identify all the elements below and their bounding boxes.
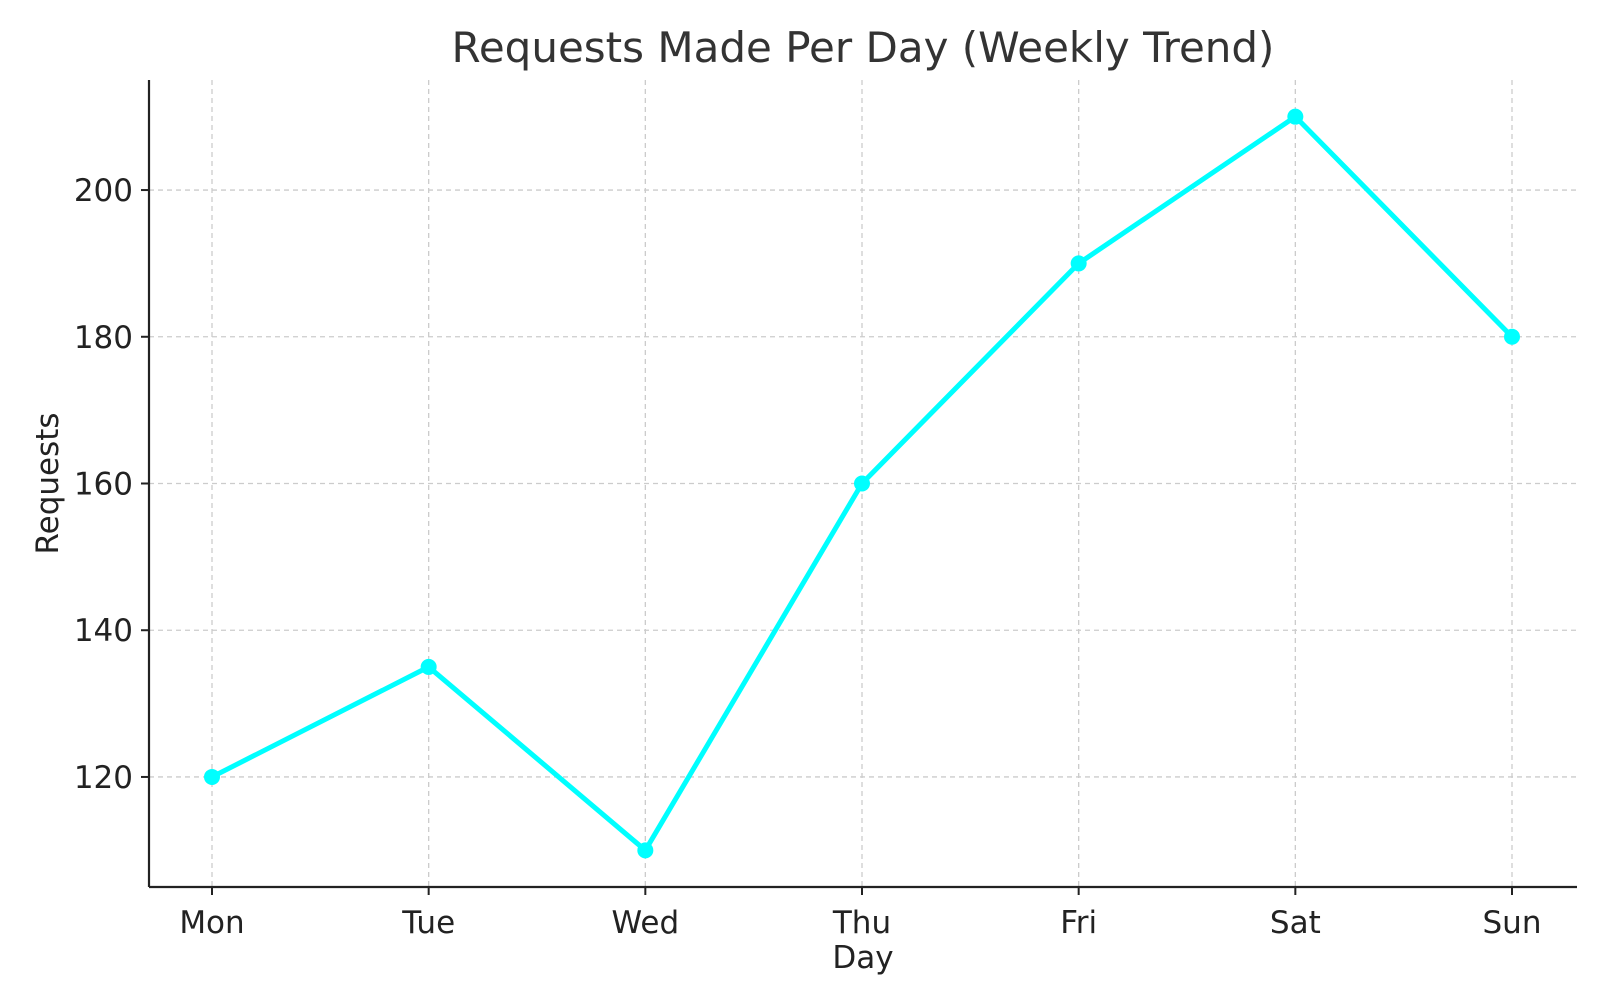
data-point [854, 475, 870, 492]
x-tick-label: Sun [1483, 905, 1542, 941]
x-axis-label: Day [832, 940, 893, 976]
data-point [420, 658, 437, 675]
series-layer [204, 108, 1520, 859]
x-tick-label: Wed [612, 905, 680, 941]
data-point [1287, 108, 1304, 125]
x-tick-label: Sat [1270, 905, 1321, 941]
y-tick-label: 180 [74, 320, 133, 356]
data-point [637, 842, 654, 859]
data-point [1504, 328, 1520, 345]
y-tick-label: 140 [74, 613, 133, 649]
y-tick-label: 120 [74, 760, 133, 796]
data-point [1070, 255, 1087, 272]
ticks-layer: Mon Tue Wed Thu Fri Sat Sun 120 140 160 180 200 [74, 173, 1542, 941]
data-point [204, 768, 220, 785]
x-tick-label: Thu [832, 905, 891, 941]
x-tick-label: Mon [179, 905, 244, 941]
x-tick-label: Tue [401, 905, 455, 941]
y-tick-label: 200 [74, 173, 133, 209]
y-tick-label: 160 [74, 467, 133, 503]
y-axis-label: Requests [30, 412, 66, 554]
chart-title: Requests Made Per Day (Weekly Trend) [452, 23, 1275, 72]
x-tick-label: Fri [1060, 905, 1097, 941]
